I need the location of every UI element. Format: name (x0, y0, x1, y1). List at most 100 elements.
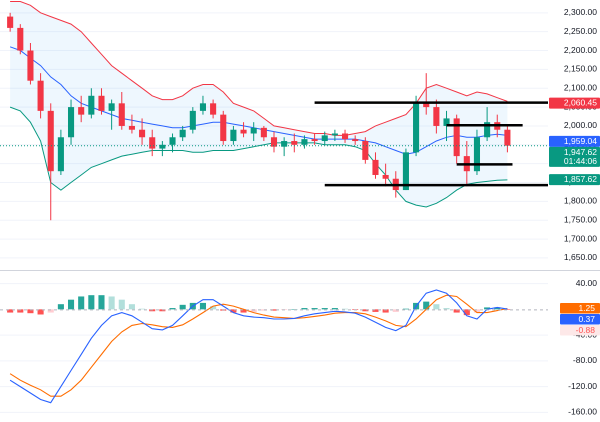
candle-body (372, 159, 379, 175)
candle-body (220, 114, 227, 142)
candle-body (98, 95, 105, 111)
price-tag (549, 174, 600, 186)
histogram-bar (17, 309, 24, 313)
candle-body (331, 133, 338, 136)
candle-body (321, 135, 328, 142)
indicator-tag-label: -0.88 (576, 325, 596, 335)
candle-body (250, 127, 257, 134)
candle-body (27, 50, 34, 81)
candle-body (352, 139, 359, 142)
candle-body (443, 118, 450, 126)
y-tick-label: 40.00 (576, 278, 598, 288)
candle-body (128, 125, 135, 130)
histogram-bar (443, 308, 450, 310)
histogram-bar (473, 309, 481, 313)
histogram-bar (260, 309, 267, 311)
candle-body (7, 16, 14, 28)
candle-body (37, 80, 44, 111)
price-tag (549, 146, 600, 167)
indicator-tag-label: 0.37 (578, 314, 595, 324)
candle-body (159, 144, 166, 149)
y-tick-label: 1,800.00 (564, 196, 597, 206)
candle-body (281, 141, 288, 147)
band-upper (10, 0, 508, 136)
histogram-bar (37, 309, 44, 315)
y-tick-label: -120.00 (568, 381, 597, 391)
histogram-bar (250, 309, 257, 312)
candle-body (88, 95, 95, 115)
histogram-bar (321, 308, 328, 310)
candle-body (240, 129, 247, 134)
histogram-bar (128, 304, 135, 310)
countdown: 01:44:06 (564, 156, 597, 166)
histogram-bar (463, 309, 470, 316)
y-tick-label: -160.00 (568, 407, 597, 417)
y-tick-label: -80.00 (573, 355, 597, 365)
histogram-bar (47, 309, 54, 313)
histogram-bar (402, 308, 409, 310)
y-tick-label: 2,300.00 (564, 7, 597, 17)
candle-body (179, 129, 186, 138)
candle-body (67, 107, 75, 138)
y-tick-label: 1,650.00 (564, 252, 597, 262)
candle-body (291, 141, 298, 145)
histogram-bar (301, 308, 308, 310)
candle-body (311, 139, 318, 142)
histogram-bar (240, 309, 247, 313)
price-tag-label: 2,060.45 (564, 98, 597, 108)
histogram-bar (169, 308, 176, 310)
histogram-bar (423, 301, 430, 310)
histogram-bar (311, 308, 318, 310)
y-tick-label: 1,750.00 (564, 214, 597, 224)
candle-body (199, 103, 207, 111)
candle-body (362, 141, 369, 160)
histogram-bar (362, 309, 369, 312)
histogram-bar (331, 308, 338, 310)
histogram-bar (88, 295, 95, 310)
signal-line (9, 294, 508, 397)
y-tick-label: 2,100.00 (564, 82, 597, 92)
indicator-tag (560, 303, 600, 314)
indicator-tag (560, 325, 600, 336)
histogram-bar (27, 309, 34, 314)
histogram-bar (57, 304, 64, 310)
indicator-tag (560, 314, 600, 325)
histogram-bar (270, 309, 278, 311)
histogram-bar (372, 309, 379, 312)
candle-body (484, 122, 491, 138)
histogram-bar (484, 307, 491, 310)
histogram-bar (433, 304, 440, 310)
histogram-bar (210, 306, 217, 310)
candle-body (149, 137, 156, 149)
y-tick-label: 2,000.00 (564, 120, 597, 130)
histogram-bar (108, 296, 115, 310)
histogram-bar (341, 308, 349, 310)
histogram-bar (7, 309, 14, 313)
histogram-bar (494, 307, 501, 310)
y-tick-label: 1,700.00 (564, 233, 597, 243)
candle-body (169, 137, 176, 145)
candle-body (139, 129, 146, 138)
candle-body (433, 107, 440, 126)
candle-body (301, 139, 308, 145)
candle-body (402, 152, 409, 191)
y-tick-label: 2,250.00 (564, 26, 597, 36)
histogram-bar (382, 309, 389, 313)
histogram-bar (139, 308, 146, 310)
candle-body (108, 103, 115, 111)
candle-body (382, 174, 389, 179)
histogram-bar (199, 302, 207, 310)
price-tag (549, 97, 600, 109)
histogram-bar (98, 295, 105, 310)
candle-body (453, 118, 460, 157)
price-tag-label: 1,857.62 (564, 174, 597, 184)
candle-body (341, 133, 349, 140)
histogram-bar (179, 304, 186, 310)
macd-line (9, 289, 508, 404)
y-tick-label: 2,200.00 (564, 45, 597, 55)
candle-body (189, 110, 196, 130)
histogram-bar (118, 299, 125, 310)
candle-body (210, 103, 217, 115)
band-fill (10, 1, 508, 207)
candle-body (260, 127, 267, 138)
